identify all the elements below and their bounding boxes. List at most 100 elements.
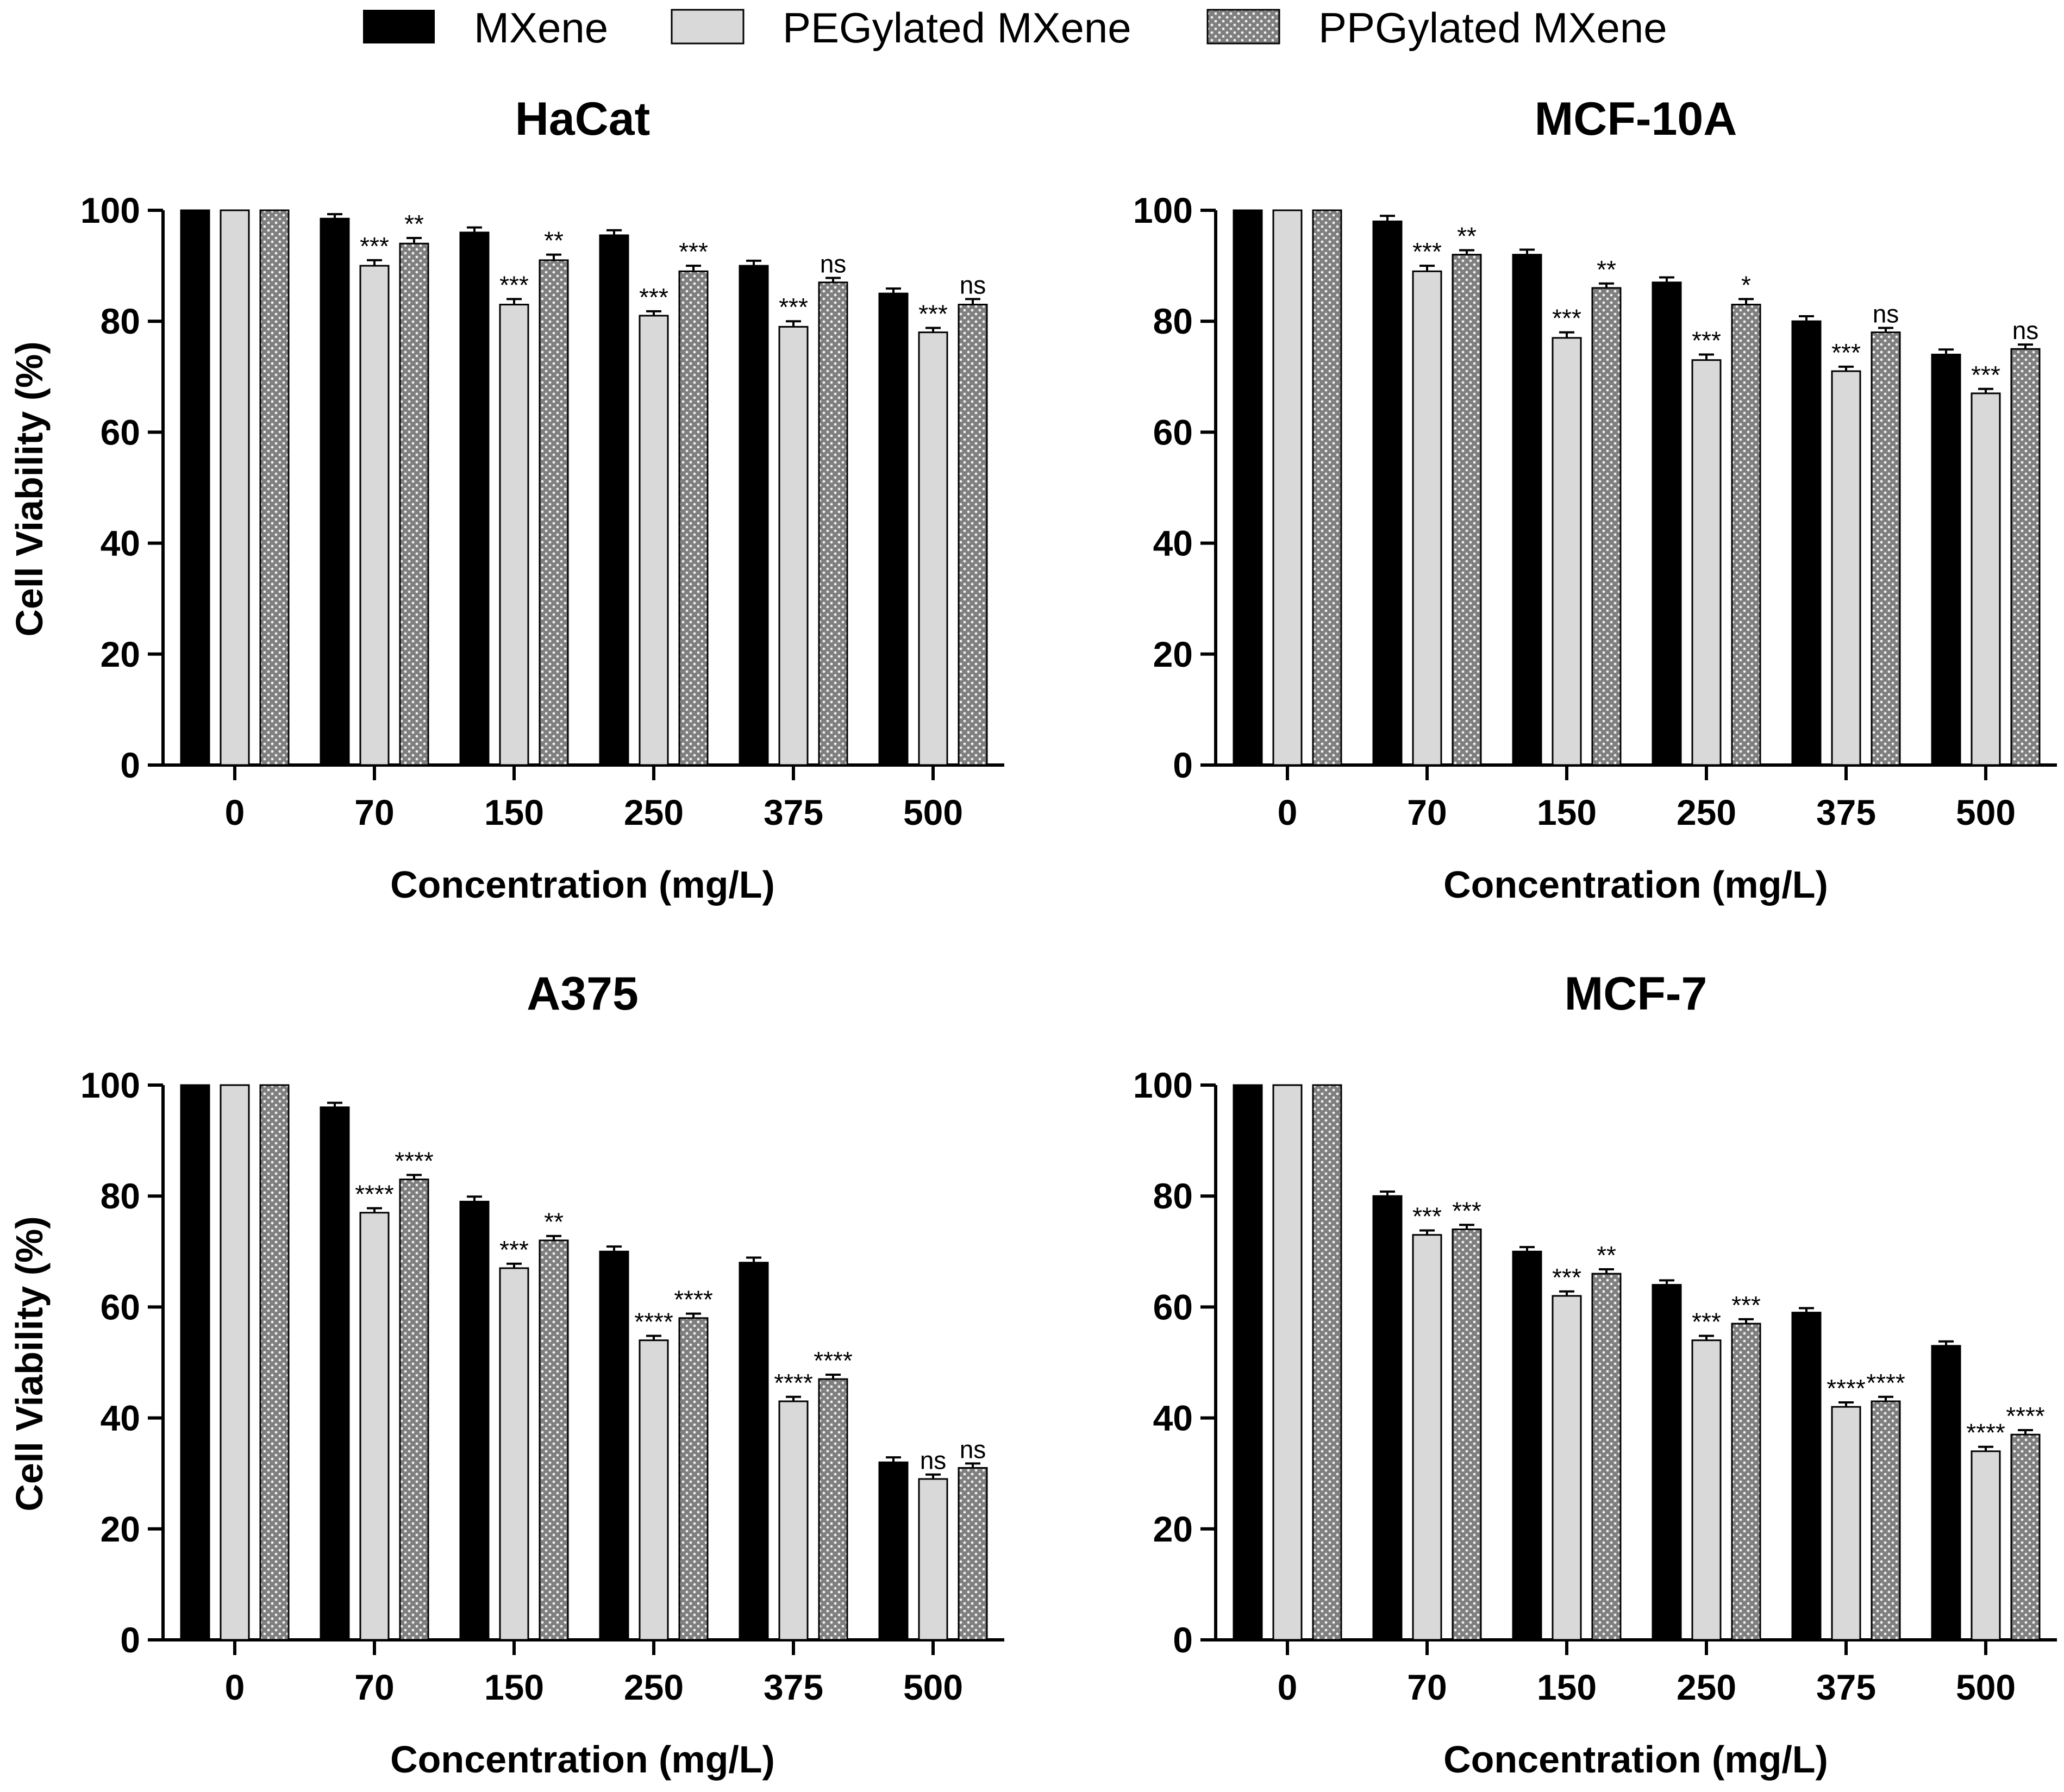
bar-ppgylated-mxene-150 [1591, 287, 1622, 766]
bar-pegylated-mxene-0 [220, 1084, 250, 1641]
bar-ppgylated-mxene-150 [539, 259, 569, 766]
bar-ppgylated-mxene-500 [2010, 1433, 2041, 1641]
bar-mxene-150 [1512, 1250, 1542, 1641]
bar-pegylated-mxene-250 [1691, 1339, 1722, 1641]
bar-pegylated-mxene-375 [1831, 1406, 1861, 1641]
significance-label: ns [820, 250, 847, 278]
y-axis-title: Cell Viability (%) [8, 1216, 51, 1511]
y-tick-label: 40 [1153, 1398, 1193, 1438]
x-tick-label: 150 [484, 792, 544, 832]
bar-pegylated-mxene-500 [918, 331, 948, 766]
bar-ppgylated-mxene-250 [678, 270, 709, 766]
legend-swatch-ppgylated [1206, 9, 1280, 45]
bar-pegylated-mxene-375 [1831, 370, 1861, 766]
significance-label: *** [1552, 1263, 1581, 1292]
bar-pegylated-mxene-375 [778, 1400, 809, 1641]
y-tick-label: 0 [120, 745, 140, 785]
significance-label: *** [1971, 361, 2000, 389]
significance-label: ** [544, 1208, 564, 1236]
bar-pegylated-mxene-500 [1971, 1450, 2001, 1641]
bar-ppgylated-mxene-250 [1731, 1323, 1761, 1641]
x-tick-label: 375 [1816, 792, 1876, 832]
legend-item-pegylated: PEGylated MXene [671, 4, 1131, 52]
significance-label: ns [960, 271, 986, 299]
x-tick-label: 150 [1537, 792, 1597, 832]
y-tick-label: 60 [101, 1287, 140, 1327]
panel-mcf-7: MCF-7 0 20 40 60 80 100 Concentration (mg/L) 0 70… [1133, 968, 2057, 1781]
bar-pegylated-mxene-375 [778, 325, 809, 766]
bar-ppgylated-mxene-150 [1591, 1273, 1622, 1641]
x-tick-label: 0 [1278, 1667, 1298, 1707]
bar-mxene-70 [320, 217, 350, 766]
significance-label: **** [774, 1369, 813, 1397]
y-tick-label: 100 [1133, 1065, 1193, 1105]
bar-ppgylated-mxene-0 [259, 209, 290, 766]
bar-mxene-250 [1652, 281, 1682, 766]
panel-hacat: HaCat 0 20 40 60 80 100 Cell Viability (%) Conce… [8, 93, 1004, 906]
bar-mxene-250 [599, 1250, 629, 1641]
y-tick-label: 40 [101, 523, 140, 563]
significance-label: **** [1827, 1374, 1866, 1402]
significance-label: **** [355, 1180, 394, 1208]
significance-label: *** [1452, 1196, 1481, 1225]
x-axis-title: Concentration (mg/L) [390, 1738, 775, 1781]
x-tick-label: 0 [225, 1667, 245, 1707]
bar-pegylated-mxene-70 [1412, 1234, 1442, 1641]
bar-mxene-375 [739, 265, 769, 766]
bar-ppgylated-mxene-500 [958, 1467, 988, 1641]
significance-label: *** [1831, 339, 1861, 367]
y-tick-label: 60 [1153, 412, 1193, 452]
significance-label: *** [360, 232, 389, 260]
bar-pegylated-mxene-0 [1272, 209, 1303, 766]
bar-mxene-70 [320, 1106, 350, 1641]
significance-label: *** [499, 271, 529, 299]
legend-label-mxene: MXene [474, 4, 608, 52]
bar-mxene-375 [739, 1262, 769, 1641]
bar-ppgylated-mxene-0 [259, 1084, 290, 1641]
significance-label: ** [404, 210, 424, 238]
panel-title-mcf-10a: MCF-10A [1535, 93, 1737, 145]
y-tick-label: 80 [101, 1176, 140, 1216]
x-tick-label: 70 [1407, 792, 1447, 832]
bar-mxene-150 [1512, 254, 1542, 766]
significance-label: **** [634, 1307, 673, 1336]
x-tick-label: 375 [1816, 1667, 1876, 1707]
legend: MXene PEGylated MXene PPGylated MXene [363, 4, 1667, 52]
bar-mxene-500 [1931, 353, 1961, 766]
x-tick-label: 250 [624, 792, 684, 832]
x-tick-label: 70 [354, 792, 394, 832]
bar-mxene-500 [878, 292, 909, 766]
y-tick-label: 0 [1173, 745, 1193, 785]
bar-pegylated-mxene-70 [359, 1212, 390, 1641]
x-tick-label: 150 [1537, 1667, 1597, 1707]
x-tick-label: 500 [1956, 792, 2016, 832]
significance-label: *** [1412, 1202, 1442, 1231]
bar-ppgylated-mxene-375 [818, 281, 848, 766]
x-tick-label: 0 [1278, 792, 1298, 832]
x-axis-title: Concentration (mg/L) [1443, 1738, 1828, 1781]
bar-mxene-250 [1652, 1284, 1682, 1641]
bar-ppgylated-mxene-150 [539, 1239, 569, 1641]
bar-mxene-0 [180, 209, 210, 766]
x-tick-label: 250 [1677, 1667, 1736, 1707]
bar-mxene-70 [1372, 1195, 1403, 1641]
bar-ppgylated-mxene-70 [399, 1179, 429, 1641]
x-tick-label: 150 [484, 1667, 544, 1707]
bar-pegylated-mxene-70 [359, 265, 390, 766]
bar-ppgylated-mxene-500 [2010, 348, 2041, 766]
bar-mxene-375 [1791, 320, 1822, 766]
x-tick-label: 250 [624, 1667, 684, 1707]
bar-ppgylated-mxene-250 [678, 1317, 709, 1641]
bar-pegylated-mxene-150 [1552, 1295, 1582, 1641]
significance-label: ns [2012, 316, 2039, 344]
bar-mxene-0 [1233, 209, 1263, 766]
bar-mxene-500 [878, 1461, 909, 1641]
x-tick-label: 70 [354, 1667, 394, 1707]
bar-mxene-70 [1372, 220, 1403, 766]
bar-pegylated-mxene-250 [639, 315, 669, 766]
y-tick-label: 20 [1153, 634, 1193, 674]
significance-label: **** [1966, 1419, 2005, 1447]
significance-label: *** [779, 293, 808, 321]
